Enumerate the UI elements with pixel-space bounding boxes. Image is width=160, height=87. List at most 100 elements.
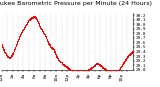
Point (6, 56, 8, 57)
Point (70, 69, 72, 70)
Point (128, 53, 131, 55)
Point (38, 25, 41, 27)
Point (30, 17, 33, 18)
Point (94, 64, 96, 65)
Point (122, 62, 124, 64)
Point (75, 69, 78, 70)
Point (87, 69, 90, 70)
Point (18, 37, 20, 38)
Point (120, 65, 123, 67)
Point (128, 54, 130, 56)
Point (5, 53, 7, 55)
Point (8, 57, 11, 59)
Point (92, 65, 95, 66)
Point (107, 69, 110, 70)
Point (74, 69, 77, 70)
Point (109, 69, 112, 70)
Point (16, 43, 18, 44)
Point (40, 28, 43, 30)
Point (58, 61, 61, 62)
Point (84, 69, 87, 70)
Point (14, 46, 17, 47)
Point (18, 35, 21, 37)
Point (81, 69, 84, 70)
Point (48, 44, 51, 46)
Point (106, 69, 108, 70)
Point (77, 69, 80, 70)
Point (43, 33, 45, 34)
Point (5, 55, 8, 56)
Point (26, 22, 28, 23)
Point (117, 69, 119, 70)
Point (80, 69, 83, 70)
Point (40, 29, 43, 30)
Point (41, 30, 44, 31)
Point (131, 51, 134, 52)
Point (9, 56, 12, 58)
Point (5, 54, 8, 56)
Point (68, 69, 70, 70)
Point (25, 23, 28, 25)
Point (56, 57, 59, 58)
Point (75, 69, 77, 70)
Point (59, 61, 61, 63)
Point (80, 69, 83, 70)
Point (20, 32, 23, 33)
Point (59, 61, 61, 63)
Point (117, 69, 120, 70)
Point (92, 65, 95, 67)
Point (55, 56, 58, 58)
Point (26, 21, 29, 22)
Point (121, 64, 124, 65)
Point (78, 69, 81, 70)
Point (63, 64, 65, 65)
Point (103, 68, 106, 69)
Point (69, 68, 71, 70)
Point (88, 69, 91, 70)
Point (88, 68, 91, 70)
Point (38, 24, 40, 26)
Point (123, 61, 125, 62)
Point (127, 54, 130, 56)
Point (36, 20, 39, 21)
Point (50, 47, 53, 48)
Point (115, 69, 118, 70)
Point (121, 63, 124, 65)
Point (104, 69, 106, 70)
Point (57, 58, 59, 59)
Point (106, 69, 108, 70)
Point (38, 24, 40, 25)
Point (57, 59, 60, 60)
Point (1, 46, 4, 47)
Point (8, 57, 11, 59)
Point (124, 59, 126, 60)
Point (59, 61, 62, 62)
Point (110, 69, 113, 70)
Point (11, 54, 14, 55)
Point (24, 25, 27, 26)
Point (22, 29, 24, 30)
Point (70, 69, 73, 70)
Point (128, 54, 130, 55)
Point (16, 42, 18, 44)
Point (89, 68, 91, 70)
Point (72, 69, 74, 70)
Point (86, 69, 88, 70)
Point (111, 69, 114, 70)
Point (101, 66, 104, 67)
Point (119, 67, 121, 68)
Point (65, 65, 68, 67)
Point (31, 17, 33, 19)
Point (127, 54, 129, 56)
Point (47, 41, 49, 42)
Point (102, 67, 105, 68)
Point (131, 51, 134, 53)
Point (38, 25, 41, 27)
Point (70, 69, 72, 70)
Point (101, 66, 103, 68)
Point (112, 69, 114, 70)
Point (57, 58, 60, 60)
Point (40, 28, 43, 29)
Point (116, 69, 118, 70)
Point (32, 16, 35, 17)
